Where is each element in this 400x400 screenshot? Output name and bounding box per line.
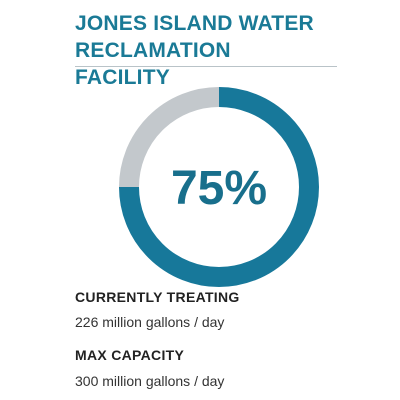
donut-segment [119, 87, 220, 188]
stat-value: 300 million gallons / day [75, 373, 225, 389]
donut-segment [119, 87, 319, 287]
stat-label: CURRENTLY TREATING [75, 289, 240, 305]
stat-value: 226 million gallons / day [75, 314, 225, 330]
divider [75, 66, 337, 67]
stat-label: MAX CAPACITY [75, 347, 185, 363]
title: JONES ISLAND WATER RECLAMATION FACILITY [75, 12, 314, 89]
center-label: 75% [171, 162, 267, 215]
